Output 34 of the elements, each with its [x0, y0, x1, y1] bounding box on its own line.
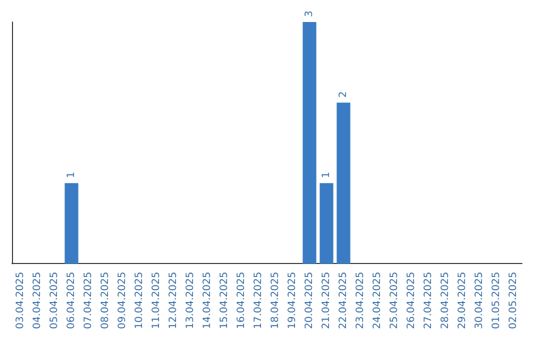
x-tick-label: 30.04.2025: [474, 272, 485, 330]
x-tick-label: 14.04.2025: [202, 272, 213, 330]
x-tick-label: 23.04.2025: [355, 272, 366, 330]
x-tick-label: 28.04.2025: [440, 272, 451, 330]
x-tick-label: 21.04.2025: [321, 272, 332, 330]
x-tick-label: 13.04.2025: [185, 272, 196, 330]
x-tick-label: 24.04.2025: [372, 272, 383, 330]
x-tick-label: 11.04.2025: [151, 272, 162, 330]
x-tick-label: 06.04.2025: [66, 272, 77, 330]
x-tick-label: 29.04.2025: [457, 272, 468, 330]
x-tick-label: 22.04.2025: [338, 272, 349, 330]
x-tick-label: 12.04.2025: [168, 272, 179, 330]
data-label: 2: [338, 91, 349, 98]
x-tick-label: 15.04.2025: [219, 272, 230, 330]
data-label: 3: [304, 10, 315, 17]
data-label: 1: [321, 172, 332, 178]
x-tick-label: 27.04.2025: [423, 272, 434, 330]
x-tick-label: 20.04.2025: [304, 272, 315, 330]
x-tick-label: 02.05.2025: [508, 272, 519, 330]
x-tick-label: 01.05.2025: [491, 272, 502, 330]
x-tick-label: 18.04.2025: [270, 272, 281, 330]
x-tick-label: 19.04.2025: [287, 272, 298, 330]
x-tick-label: 08.04.2025: [100, 272, 111, 330]
x-tick-label: 04.04.2025: [32, 272, 43, 330]
x-tick-label: 03.04.2025: [15, 272, 26, 330]
x-tick-label: 17.04.2025: [253, 272, 264, 330]
x-tick-label: 05.04.2025: [49, 272, 60, 330]
x-tick-label: 16.04.2025: [236, 272, 247, 330]
x-tick-label: 25.04.2025: [389, 272, 400, 330]
x-tick-label: 10.04.2025: [134, 272, 145, 330]
x-tick-label: 09.04.2025: [117, 272, 128, 330]
x-tick-label: 07.04.2025: [83, 272, 94, 330]
x-tick-label: 26.04.2025: [406, 272, 417, 330]
data-label: 1: [66, 172, 77, 178]
